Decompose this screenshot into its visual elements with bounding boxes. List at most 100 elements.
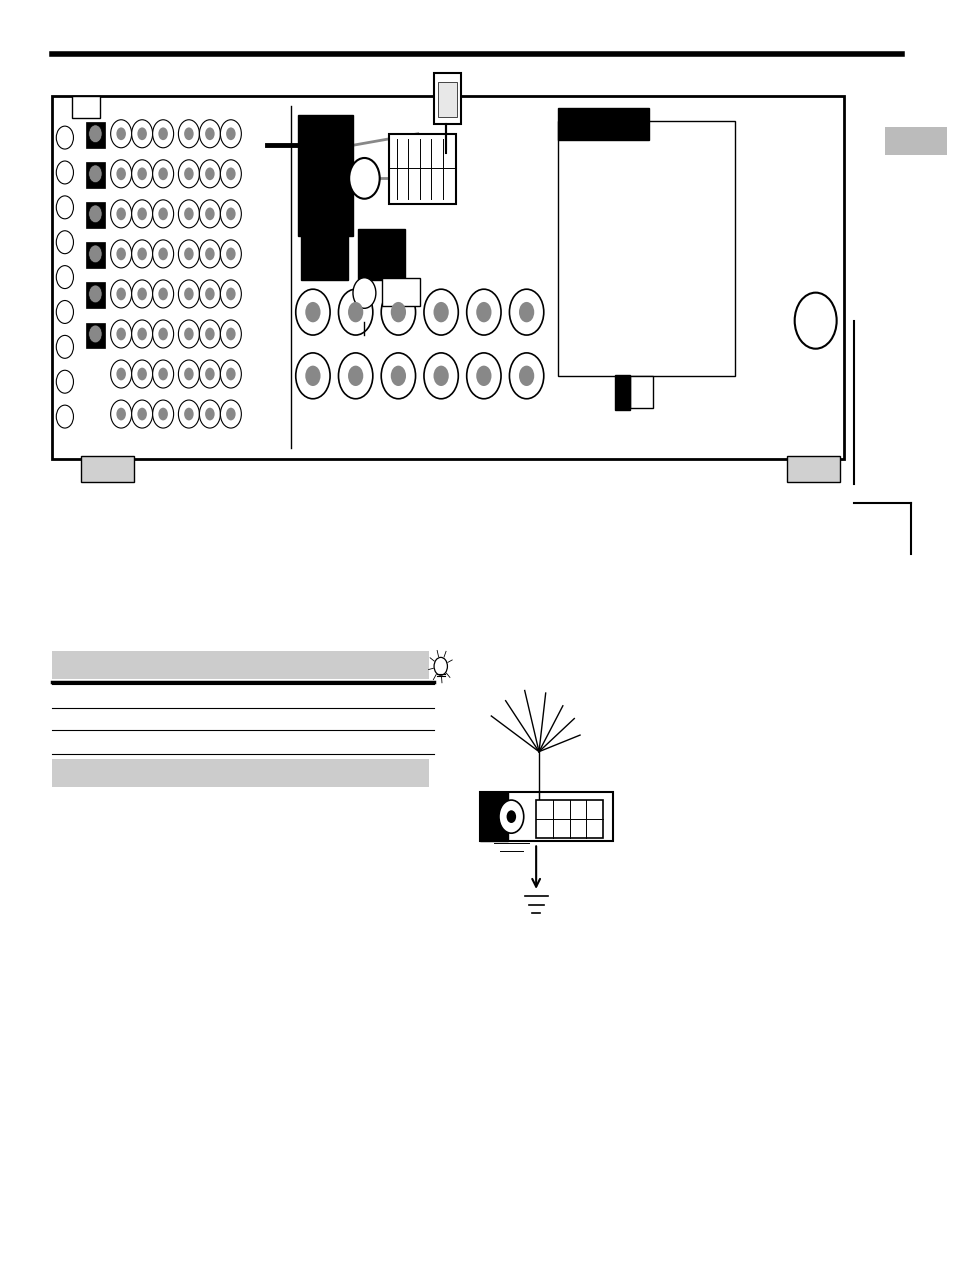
Circle shape <box>184 167 193 180</box>
Bar <box>381 278 419 306</box>
Circle shape <box>178 159 199 187</box>
Bar <box>437 82 456 117</box>
Circle shape <box>158 288 168 301</box>
Circle shape <box>111 361 132 389</box>
Circle shape <box>137 208 147 220</box>
Circle shape <box>178 400 199 428</box>
Circle shape <box>132 200 152 228</box>
Circle shape <box>89 164 102 182</box>
Circle shape <box>391 302 406 322</box>
Bar <box>52 96 843 459</box>
Circle shape <box>137 127 147 140</box>
Bar <box>86 203 105 228</box>
Circle shape <box>116 208 126 220</box>
Circle shape <box>111 320 132 348</box>
Circle shape <box>205 288 214 301</box>
Bar <box>479 792 613 841</box>
Circle shape <box>184 327 193 340</box>
Circle shape <box>178 320 199 348</box>
Circle shape <box>381 289 416 335</box>
Circle shape <box>338 353 373 399</box>
Circle shape <box>137 247 147 260</box>
Circle shape <box>199 200 220 228</box>
Bar <box>536 800 602 838</box>
Bar <box>52 759 429 787</box>
Circle shape <box>226 368 235 381</box>
Circle shape <box>137 327 147 340</box>
Circle shape <box>205 368 214 381</box>
Circle shape <box>220 159 241 187</box>
Circle shape <box>476 302 491 322</box>
Circle shape <box>433 366 448 386</box>
Bar <box>71 96 100 118</box>
Circle shape <box>184 288 193 301</box>
Circle shape <box>116 368 126 381</box>
Bar <box>86 322 105 348</box>
Circle shape <box>199 280 220 308</box>
Bar <box>52 651 429 679</box>
Circle shape <box>56 161 73 183</box>
Bar <box>479 792 508 841</box>
Bar <box>86 122 105 148</box>
Bar <box>558 121 734 376</box>
Circle shape <box>56 196 73 219</box>
Circle shape <box>178 361 199 389</box>
Circle shape <box>226 247 235 260</box>
Circle shape <box>509 289 543 335</box>
Circle shape <box>89 245 102 262</box>
Circle shape <box>178 200 199 228</box>
Circle shape <box>132 159 152 187</box>
Circle shape <box>137 288 147 301</box>
Circle shape <box>137 167 147 180</box>
Bar <box>357 229 405 280</box>
Circle shape <box>794 293 836 349</box>
Circle shape <box>89 325 102 343</box>
Circle shape <box>184 247 193 260</box>
Circle shape <box>199 320 220 348</box>
Circle shape <box>152 240 173 268</box>
Circle shape <box>116 327 126 340</box>
Circle shape <box>381 353 416 399</box>
Circle shape <box>137 368 147 381</box>
Circle shape <box>56 126 73 149</box>
Circle shape <box>158 327 168 340</box>
Circle shape <box>199 240 220 268</box>
Bar <box>434 73 460 124</box>
Circle shape <box>111 240 132 268</box>
Circle shape <box>220 240 241 268</box>
Bar <box>297 115 353 236</box>
Circle shape <box>226 408 235 420</box>
Circle shape <box>132 280 152 308</box>
Circle shape <box>56 335 73 358</box>
Circle shape <box>158 167 168 180</box>
Circle shape <box>152 361 173 389</box>
Circle shape <box>132 361 152 389</box>
Circle shape <box>199 361 220 389</box>
Circle shape <box>152 200 173 228</box>
Circle shape <box>111 400 132 428</box>
Circle shape <box>305 302 320 322</box>
Circle shape <box>205 247 214 260</box>
Circle shape <box>152 280 173 308</box>
Circle shape <box>178 240 199 268</box>
Circle shape <box>220 200 241 228</box>
Circle shape <box>353 278 375 308</box>
Circle shape <box>518 302 534 322</box>
Bar <box>884 127 946 155</box>
Circle shape <box>137 408 147 420</box>
Circle shape <box>338 289 373 335</box>
Circle shape <box>220 320 241 348</box>
Circle shape <box>158 408 168 420</box>
Circle shape <box>226 127 235 140</box>
Circle shape <box>226 288 235 301</box>
Circle shape <box>506 810 516 823</box>
Circle shape <box>476 366 491 386</box>
Circle shape <box>158 247 168 260</box>
Circle shape <box>116 247 126 260</box>
Circle shape <box>348 302 363 322</box>
Circle shape <box>56 231 73 254</box>
Circle shape <box>226 327 235 340</box>
Circle shape <box>56 371 73 394</box>
Circle shape <box>498 800 523 833</box>
Circle shape <box>116 167 126 180</box>
